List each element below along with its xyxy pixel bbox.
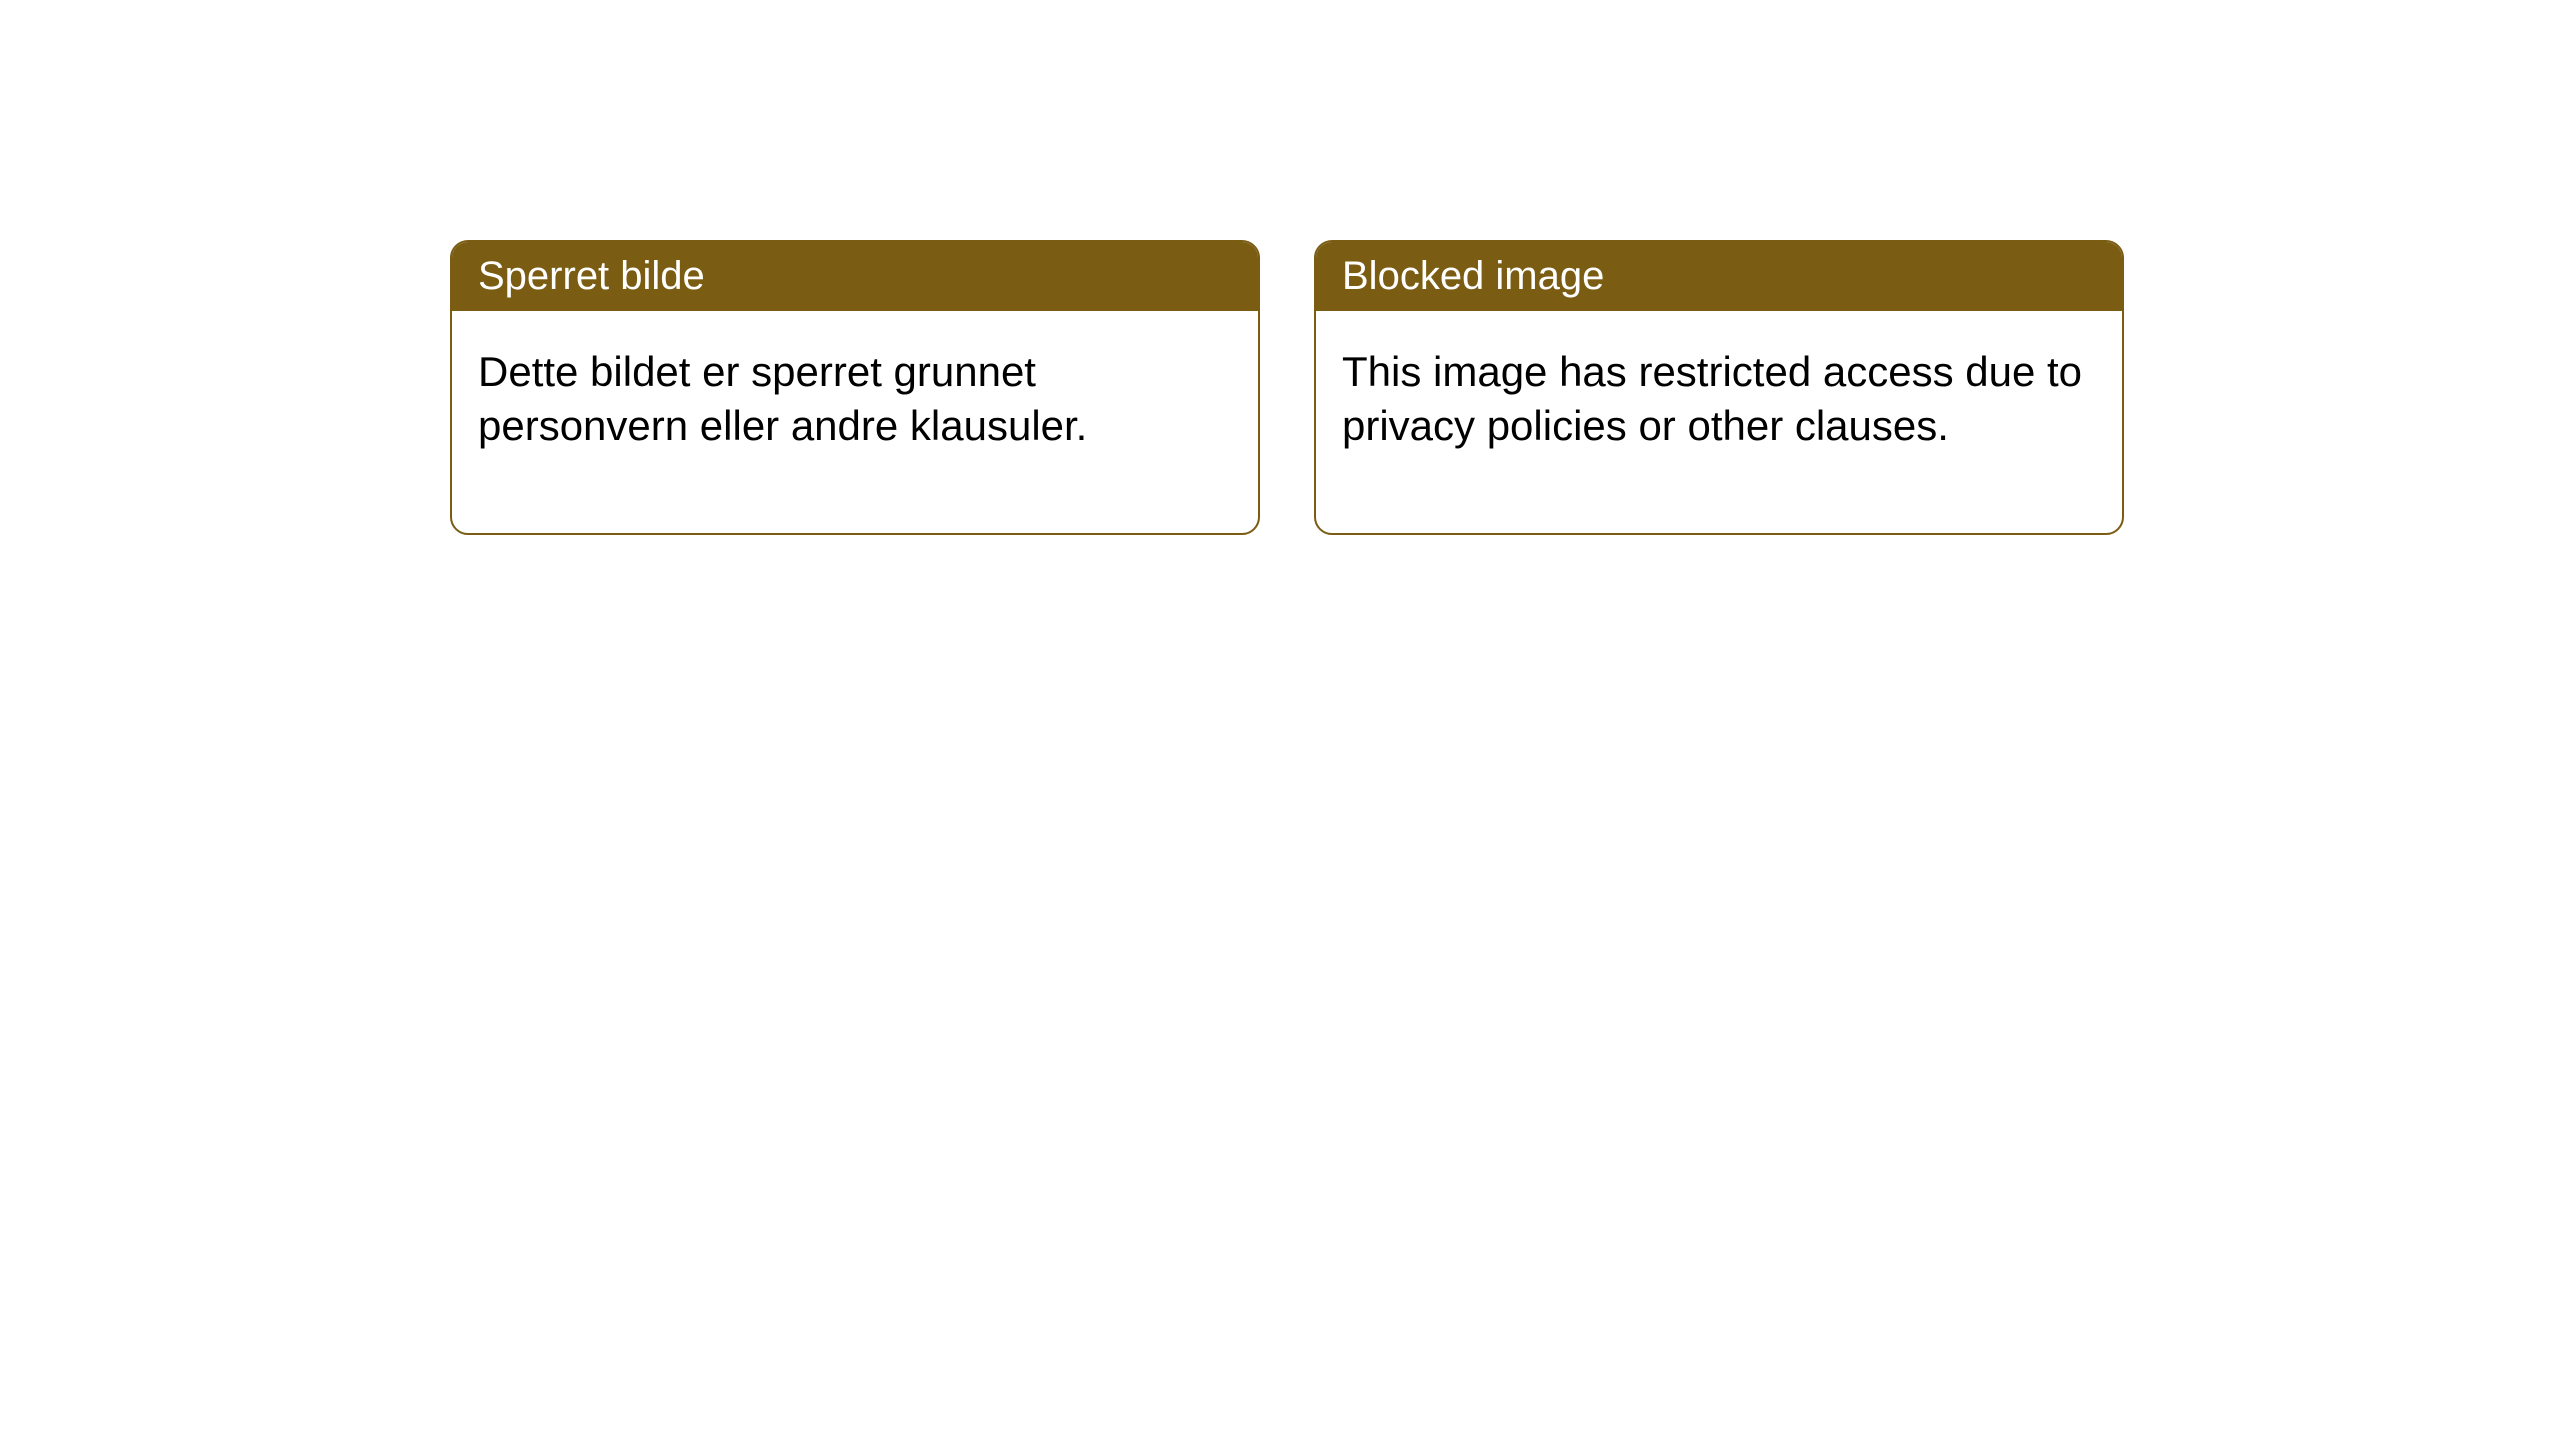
notice-body-norwegian: Dette bildet er sperret grunnet personve… — [452, 311, 1258, 533]
notice-header-english: Blocked image — [1316, 242, 2122, 311]
notice-message-norwegian: Dette bildet er sperret grunnet personve… — [478, 348, 1087, 449]
notice-title-english: Blocked image — [1342, 254, 1604, 298]
notice-message-english: This image has restricted access due to … — [1342, 348, 2082, 449]
notice-container: Sperret bilde Dette bildet er sperret gr… — [450, 240, 2124, 535]
notice-box-english: Blocked image This image has restricted … — [1314, 240, 2124, 535]
notice-header-norwegian: Sperret bilde — [452, 242, 1258, 311]
notice-box-norwegian: Sperret bilde Dette bildet er sperret gr… — [450, 240, 1260, 535]
notice-title-norwegian: Sperret bilde — [478, 254, 705, 298]
notice-body-english: This image has restricted access due to … — [1316, 311, 2122, 533]
